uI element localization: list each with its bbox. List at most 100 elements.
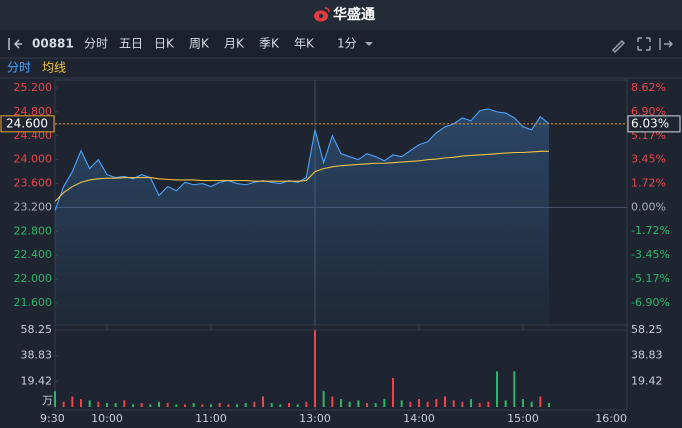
volume-tick-label: 38.83 — [21, 349, 53, 362]
volume-bar — [71, 396, 74, 407]
legend-average: 均线 — [42, 61, 66, 75]
y-tick-label: 21.600 — [14, 296, 53, 309]
period-tab[interactable]: 日K — [154, 37, 175, 51]
volume-tick-label: 38.83 — [631, 349, 663, 362]
interval-select[interactable]: 1分 — [337, 37, 357, 51]
y2-tick-label: 6.90% — [631, 105, 666, 118]
volume-bar — [236, 404, 238, 407]
volume-unit: 万 — [42, 394, 53, 407]
y-tick-label: 24.800 — [14, 105, 53, 118]
volume-bar — [166, 403, 169, 407]
volume-bar — [478, 403, 481, 407]
volume-bar — [88, 400, 91, 407]
volume-tick-label: 58.25 — [21, 323, 53, 336]
draw-icon[interactable] — [612, 40, 625, 53]
volume-bar — [114, 403, 117, 407]
period-tab[interactable]: 季K — [259, 37, 280, 51]
y2-tick-label: 3.45% — [631, 153, 666, 166]
last-price-box — [0, 115, 55, 133]
period-tab[interactable]: 分时 — [84, 37, 108, 51]
volume-bar — [392, 377, 394, 407]
y2-tick-label: -1.72% — [631, 224, 670, 237]
y-tick-label: 22.800 — [14, 224, 53, 237]
period-tab[interactable]: 年K — [294, 37, 315, 51]
volume-bar — [383, 399, 386, 407]
collapse-icon[interactable] — [8, 38, 22, 50]
period-tab[interactable]: 五日 — [119, 37, 143, 51]
volume-tick-label: 19.42 — [21, 374, 53, 387]
volume-bar — [80, 399, 82, 407]
volume-bar — [357, 400, 360, 407]
volume-bar — [184, 404, 186, 407]
period-tab[interactable]: 月K — [224, 37, 245, 51]
fullscreen-icon[interactable] — [637, 37, 651, 51]
price-line — [54, 108, 550, 211]
volume-bar — [340, 399, 342, 407]
volume-bar — [97, 401, 100, 407]
volume-bar — [409, 401, 412, 407]
volume-bar — [296, 404, 299, 407]
volume-bar — [201, 404, 204, 407]
app-title: 华盛通 — [333, 6, 375, 23]
volume-bar — [496, 371, 498, 407]
last-price-label: 24.600 — [6, 116, 48, 130]
legend-price: 分时 — [7, 61, 31, 75]
last-change-box — [627, 115, 681, 133]
volume-bar — [374, 403, 377, 407]
y-tick-label: 25.200 — [14, 81, 53, 94]
volume-bar — [548, 403, 550, 407]
expand-icon[interactable] — [659, 38, 673, 50]
volume-bar — [106, 403, 108, 407]
y-tick-label: 23.200 — [14, 200, 53, 213]
volume-tick-label: 58.25 — [631, 323, 663, 336]
volume-bar — [62, 401, 65, 407]
x-tick-label: 9:30 — [40, 412, 65, 425]
volume-bar — [192, 403, 195, 407]
volume-bar — [366, 403, 368, 407]
header-bar — [0, 0, 682, 30]
volume-bar — [132, 404, 134, 407]
volume-bar — [218, 403, 221, 407]
volume-bar — [426, 401, 429, 407]
period-tab[interactable]: 周K — [189, 37, 210, 51]
y-tick-label: 24.000 — [14, 153, 53, 166]
volume-bar — [210, 404, 212, 407]
volume-bar — [322, 391, 325, 407]
y2-tick-label: -6.90% — [631, 296, 670, 309]
volume-bar — [149, 404, 152, 407]
volume-bar — [522, 399, 524, 407]
volume-bar — [487, 401, 490, 407]
x-tick-label: 16:00 — [595, 412, 627, 425]
volume-tick-label: 19.42 — [631, 374, 663, 387]
x-tick-label: 10:00 — [91, 412, 123, 425]
volume-bar — [279, 404, 282, 407]
y2-tick-label: 8.62% — [631, 81, 666, 94]
volume-bar — [244, 403, 247, 407]
logo-icon — [314, 7, 330, 22]
last-change-label: 6.03% — [631, 116, 669, 130]
volume-bar — [140, 403, 143, 407]
y-tick-label: 22.400 — [14, 248, 53, 261]
volume-bar — [461, 401, 464, 407]
dropdown-caret[interactable] — [365, 42, 373, 46]
volume-bar — [158, 401, 160, 407]
volume-bar — [513, 371, 516, 407]
volume-bar — [175, 404, 178, 407]
volume-bar — [400, 400, 403, 407]
price-area — [55, 108, 549, 326]
x-tick-label: 15:00 — [507, 412, 539, 425]
y-tick-label: 22.000 — [14, 272, 53, 285]
y-tick-label: 23.600 — [14, 177, 53, 190]
average-line — [54, 150, 549, 202]
volume-bar — [123, 400, 126, 407]
y2-tick-label: -3.45% — [631, 248, 670, 261]
volume-bar — [470, 399, 472, 407]
x-tick-label: 14:00 — [403, 412, 435, 425]
volume-bar — [539, 396, 542, 407]
volume-bar — [54, 391, 56, 407]
y2-tick-label: -5.17% — [631, 272, 670, 285]
volume-bar — [348, 401, 351, 407]
volume-bar — [227, 404, 230, 407]
x-tick-label: 11:00 — [195, 412, 227, 425]
